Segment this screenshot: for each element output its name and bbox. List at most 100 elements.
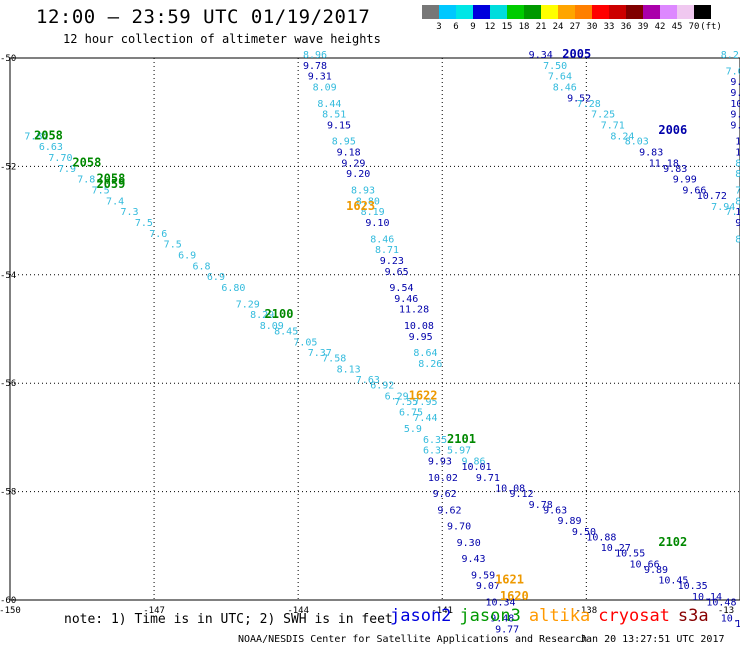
colorbar-label: 42 [654,22,666,32]
pass-time-label: 2058 [72,155,101,169]
wave-height-value: 5.9 [404,424,422,435]
wave-height-value: 9.65 [385,267,409,278]
wave-height-value: 9.99 [673,175,697,186]
wave-height-value: 8.46 [370,234,394,245]
colorbar-label: 3 [436,22,442,32]
colorbar-label: 15 [501,22,513,32]
colorbar-label: 70 [688,22,700,32]
wave-height-value: 7.94 [711,202,735,213]
wave-height-value: 7.4 [106,196,124,207]
colorbar-label: 27 [569,22,581,32]
x-tick-label: -141 [431,606,453,616]
wave-height-value: 10.55 [615,549,645,560]
wave-height-value: 9.89 [644,565,668,576]
wave-height-value: 9.29 [341,158,365,169]
x-tick-label: -13 [718,606,734,616]
wave-height-value: 9.1 [735,218,740,229]
wave-height-value: 8.64 [413,348,437,359]
pass-time-label: 2102 [658,535,687,549]
wave-height-value: 9.62 [437,505,461,516]
wave-height-value: 8.95 [332,137,356,148]
wave-height-value: 9.37 [730,110,740,121]
wave-height-value: 10.45 [658,576,688,587]
wave-height-value: 9.83 [663,164,687,175]
wave-height-value: 9.62 [730,120,740,131]
colorbar-label: 39 [637,22,649,32]
colorbar-swatch [575,5,592,19]
wave-height-value: 8.1 [735,196,740,207]
wave-height-value: 7.95 [413,397,437,408]
colorbar-swatch [490,5,507,19]
wave-height-value: 6.3 [423,446,441,457]
colorbar-label: 30 [586,22,598,32]
wave-height-value: 7.55 [394,397,418,408]
wave-height-value: 9.83 [639,148,663,159]
wave-height-value: 9.63 [543,505,567,516]
pass-time-label: 1622 [409,388,438,402]
wave-height-value: 7.6 [735,186,740,197]
colorbar-swatch [541,5,558,19]
legend-item-s3a: s3a [677,606,709,626]
colorbar-swatch [609,5,626,19]
wave-height-value: 10.27 [601,543,631,554]
wave-height-value: 7.37 [308,348,332,359]
wave-height-value: 9.10 [365,218,389,229]
wave-height-value: 9.78 [303,61,327,72]
wave-height-value: 8.7 [735,234,740,245]
x-tick-label: -150 [0,606,21,616]
wave-height-value: 8.19 [361,207,385,218]
wave-height-value: 9.12 [730,88,740,99]
colorbar-label: 45 [671,22,683,32]
wave-height-value: 9.71 [476,473,500,484]
wave-height-value: 8.51 [322,110,346,121]
colorbar-swatch [592,5,609,19]
wave-height-value: 8.93 [351,186,375,197]
wave-height-value: 9.70 [447,522,471,533]
wave-height-value: 10.63 [730,99,740,110]
map-frame [9,57,740,601]
colorbar-swatch [439,5,456,19]
pass-time-label: 1621 [495,573,524,587]
pass-time-labels: 2058205820582059210021012102162316221621… [34,47,687,603]
legend-item-altika: altika [528,606,591,626]
wave-height-value: 9.62 [433,489,457,500]
wave-height-value: 10.02 [428,473,458,484]
wave-height-value: 10.88 [586,532,616,543]
wave-height-value: 9.77 [495,625,519,636]
wave-height-value: 8.80 [356,196,380,207]
wave-height-value: 8.96 [303,50,327,61]
colorbar-swatch [507,5,524,19]
wave-height-value: 7.70 [48,153,72,164]
colorbar-swatch [660,5,677,19]
wave-height-value: 9.95 [409,332,433,343]
y-tick-label: -50 [0,54,16,64]
wave-height-value: 8.29 [250,310,274,321]
wave-height-value: 7.5 [92,186,110,197]
wave-height-value: 9.30 [457,538,481,549]
wave-height-value: 6.80 [221,283,245,294]
wave-height-value: 6.35 [423,435,447,446]
colorbar-swatch [677,5,694,19]
wave-height-value: 8.26 [418,359,442,370]
wave-height-value: 9.48 [490,614,514,625]
wave-height-points: 7.826.637.707.97.87.57.47.37.57.67.56.96… [24,50,740,636]
wave-height-value: 7.7 [726,207,740,218]
wave-height-value: 9.50 [572,527,596,538]
colorbar-swatch [558,5,575,19]
y-tick-label: -52 [0,162,16,172]
wave-height-value: 10.3 [735,619,740,630]
colorbar-label: 24 [552,22,564,32]
wave-height-value: 9.18 [337,148,361,159]
axis-ticks: -150 -147 -144 -141 -138 -13 -50 -52 -54 -56 -58 -6… [0,54,734,616]
wave-height-value: 7.25 [591,110,615,121]
wave-height-value: 10.66 [630,559,660,570]
pass-time-label: 2005 [562,47,591,61]
wave-height-value: 8.03 [625,137,649,148]
wave-height-value: 9.52 [567,93,591,104]
wave-height-value: 11.18 [649,158,679,169]
wave-height-value: 6.75 [399,408,423,419]
wave-height-value: 8.46 [553,83,577,94]
wave-height-value: 8.09 [260,321,284,332]
colorbar-swatch [473,5,490,19]
wave-height-value: 10.48 [706,597,736,608]
